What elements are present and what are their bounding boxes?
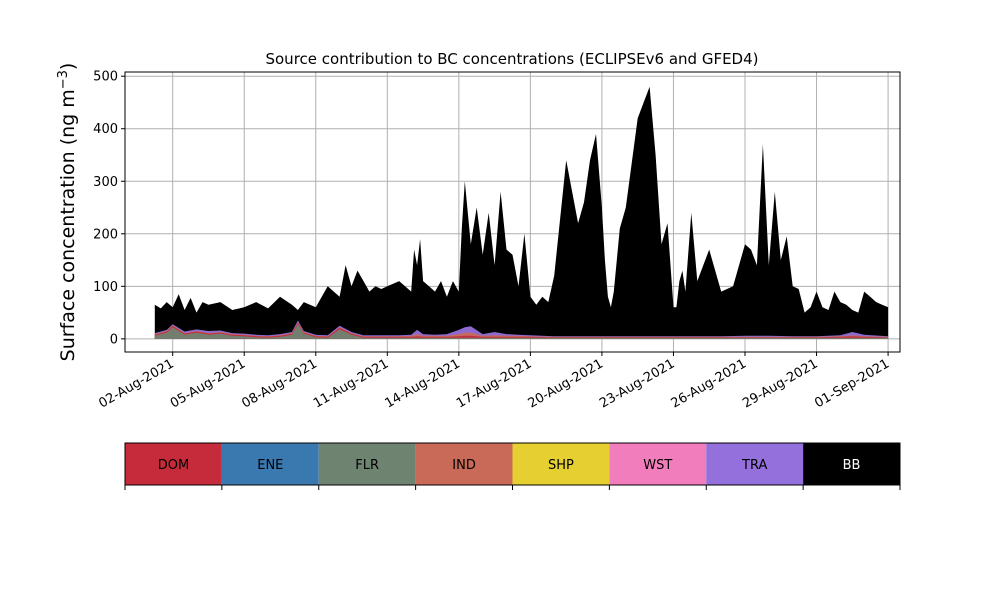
y-tick-label: 500 <box>93 70 118 85</box>
plot-areas <box>154 86 889 339</box>
x-axis-ticks: 02-Aug-202105-Aug-202108-Aug-202111-Aug-… <box>96 352 892 412</box>
y-tick-label: 100 <box>93 280 118 295</box>
x-tick-label: 02-Aug-2021 <box>96 356 176 411</box>
legend-label-ind: IND <box>452 458 476 473</box>
y-tick-label: 0 <box>110 332 118 347</box>
legend-swatch-tra <box>706 443 804 485</box>
chart-title: Source contribution to BC concentrations… <box>265 50 758 68</box>
x-tick-label: 05-Aug-2021 <box>168 356 248 411</box>
y-axis-label-main: Surface concentration (ng m <box>57 89 79 361</box>
x-tick-label: 20-Aug-2021 <box>526 356 606 411</box>
x-tick-label: 17-Aug-2021 <box>454 356 534 411</box>
y-axis-label-close: ) <box>57 63 79 70</box>
y-tick-label: 300 <box>93 175 118 190</box>
legend-label-tra: TRA <box>741 458 767 473</box>
y-axis-label: Surface concentration (ng m−3) <box>56 63 79 362</box>
legend-label-wst: WST <box>643 458 672 473</box>
legend-label-flr: FLR <box>355 458 379 473</box>
y-axis-ticks: 0 100 200 300 400 500 <box>93 70 125 347</box>
legend: DOM ENE FLR IND SHP WST TRA BB <box>124 442 901 490</box>
legend-swatch-dom <box>125 443 222 485</box>
x-tick-label: 01-Sep-2021 <box>812 356 892 411</box>
legend-swatch-shp <box>512 443 610 485</box>
legend-label-bb: BB <box>843 458 861 473</box>
legend-label-ene: ENE <box>257 458 283 473</box>
y-axis-label-superscript: −3 <box>56 70 71 89</box>
x-tick-label: 08-Aug-2021 <box>239 356 319 411</box>
legend-swatch-flr <box>318 443 416 485</box>
area-series-bb <box>154 86 889 339</box>
x-tick-label: 11-Aug-2021 <box>311 356 391 411</box>
area-series-flr <box>154 324 889 339</box>
legend-swatch-ind <box>415 443 513 485</box>
x-tick-label: 26-Aug-2021 <box>669 356 749 411</box>
y-tick-label: 200 <box>93 227 118 242</box>
x-tick-label: 14-Aug-2021 <box>383 356 463 411</box>
plot-frame <box>124 71 901 353</box>
legend-label-shp: SHP <box>548 458 574 473</box>
legend-swatch-wst <box>609 443 707 485</box>
legend-swatch-ene <box>221 443 319 485</box>
x-tick-label: 23-Aug-2021 <box>597 356 677 411</box>
x-tick-label: 29-Aug-2021 <box>740 356 820 411</box>
y-tick-label: 400 <box>93 122 118 137</box>
legend-swatch-bb <box>803 443 900 485</box>
legend-label-dom: DOM <box>158 458 189 473</box>
